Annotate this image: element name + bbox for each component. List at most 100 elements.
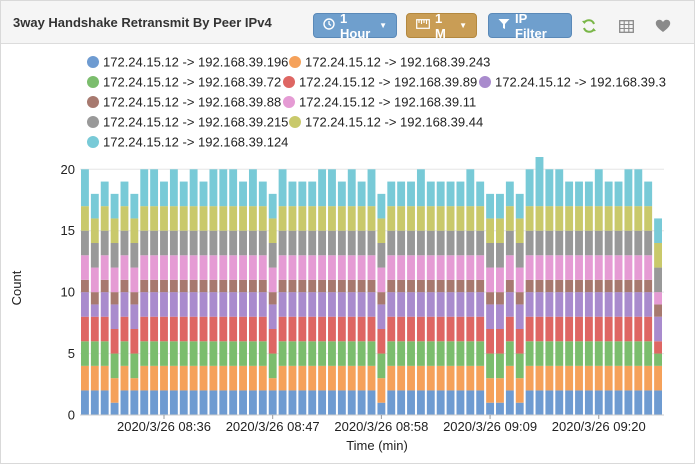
bar-segment — [515, 304, 524, 329]
bar-segment — [288, 292, 297, 317]
bar-segment — [120, 255, 129, 280]
bar-segment — [397, 206, 406, 231]
bar-segment — [199, 365, 208, 391]
bar-segment — [179, 279, 188, 293]
bar-segment — [140, 341, 149, 366]
bar-segment — [466, 341, 475, 366]
bar-segment — [446, 255, 455, 280]
bar-segment — [604, 255, 613, 280]
bar-segment — [614, 181, 623, 207]
bar-segment — [614, 316, 623, 342]
legend-label: 172.24.15.12 -> 192.168.39.196 — [103, 55, 288, 70]
bar-segment — [634, 279, 643, 293]
bar-segment — [565, 181, 574, 207]
bar-segment — [219, 255, 228, 280]
bar-segment — [248, 255, 257, 280]
heart-icon[interactable] — [653, 16, 673, 36]
legend-marker — [87, 76, 99, 88]
bar-segment — [555, 255, 564, 280]
bar-segment — [466, 255, 475, 280]
bar-segment — [416, 341, 425, 366]
bar-segment — [397, 390, 406, 415]
bar-segment — [209, 365, 218, 391]
bar-segment — [426, 292, 435, 317]
bar-segment — [377, 402, 386, 415]
bar-segment — [594, 341, 603, 366]
bar-segment — [525, 206, 534, 231]
bar-segment — [160, 255, 168, 280]
bar-segment — [426, 316, 435, 342]
bar-segment — [634, 365, 643, 391]
bar-segment — [248, 292, 257, 317]
interval-button[interactable]: 1 M ▼ — [406, 11, 477, 41]
bar-segment — [318, 255, 327, 280]
bar-segment — [150, 230, 159, 256]
legend-marker — [283, 76, 295, 88]
bar-segment — [258, 341, 267, 366]
bar-segment — [258, 206, 267, 231]
bar-segment — [100, 341, 109, 366]
x-tick-label: 2020/3/26 09:09 — [443, 419, 537, 434]
bar-segment — [387, 255, 396, 280]
bar-segment — [496, 267, 504, 293]
bar-segment — [229, 279, 238, 293]
bar-segment — [407, 255, 415, 280]
bar-segment — [308, 365, 317, 391]
bar-segment — [258, 390, 267, 415]
ip-filter-button[interactable]: IP Filter — [488, 11, 572, 41]
bar-segment — [120, 316, 129, 342]
bar-segment — [268, 353, 277, 379]
bar-segment — [81, 206, 89, 231]
bar-segment — [604, 279, 613, 293]
bar-segment — [209, 341, 218, 366]
bar-segment — [535, 341, 544, 366]
bar-segment — [110, 243, 119, 268]
bar-segment — [545, 341, 554, 366]
bar-segment — [515, 193, 524, 219]
refresh-icon[interactable] — [579, 16, 599, 36]
bar-segment — [654, 341, 662, 354]
bar-segment — [169, 390, 178, 415]
bar-segment — [179, 292, 188, 317]
legend-label: 172.24.15.12 -> 192.168.39.11 — [299, 95, 476, 110]
bar-segment — [199, 316, 208, 342]
bar-segment — [584, 390, 593, 415]
bar-segment — [298, 230, 307, 256]
bar-segment — [229, 255, 238, 280]
bar-segment — [604, 292, 613, 317]
bar-segment — [525, 390, 534, 415]
bar-segment — [239, 341, 247, 366]
bar-segment — [407, 316, 415, 342]
bar-segment — [426, 279, 435, 293]
bar-segment — [367, 292, 376, 317]
bar-segment — [160, 292, 168, 317]
bar-segment — [357, 255, 366, 280]
bar-segment — [130, 218, 139, 243]
bar-segment — [298, 390, 307, 415]
bar-segment — [476, 279, 485, 293]
bar-segment — [416, 255, 425, 280]
table-icon[interactable] — [616, 16, 636, 36]
bar-segment — [377, 329, 386, 354]
bar-segment — [140, 292, 149, 317]
bar-segment — [604, 365, 613, 391]
bar-segment — [239, 365, 247, 391]
bar-segment — [288, 230, 297, 256]
bar-segment — [486, 292, 495, 305]
bar-segment — [624, 206, 633, 231]
bar-segment — [456, 181, 465, 207]
bar-segment — [229, 316, 238, 342]
bar-segment — [476, 206, 485, 231]
bar-segment — [486, 378, 495, 403]
bar-segment — [545, 206, 554, 231]
bar-segment — [209, 206, 218, 231]
bar-segment — [328, 230, 336, 256]
bar-segment — [268, 267, 277, 293]
bar-segment — [584, 279, 593, 293]
time-range-button[interactable]: 1 Hour ▼ — [313, 11, 397, 41]
bar-segment — [555, 169, 564, 207]
bar-segment — [100, 316, 109, 342]
bar-segment — [140, 255, 149, 280]
bar-segment — [337, 390, 346, 415]
bar-segment — [456, 341, 465, 366]
